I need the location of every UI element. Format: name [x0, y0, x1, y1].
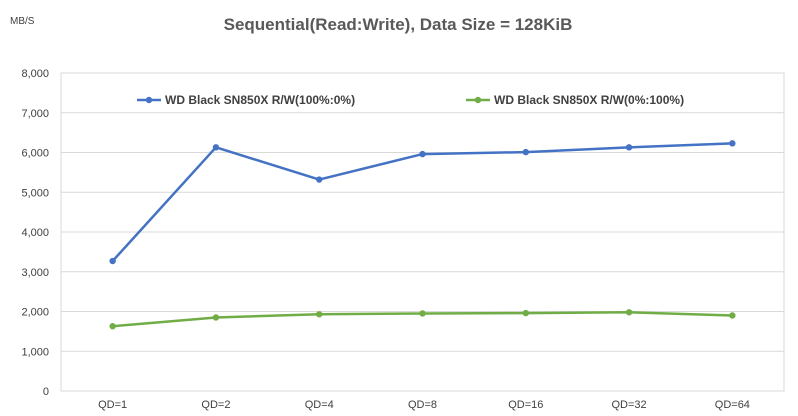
- y-tick-label: 7,000: [21, 108, 49, 120]
- legend-label: WD Black SN850X R/W(0%:100%): [494, 93, 684, 107]
- legend-marker: [145, 96, 153, 104]
- x-tick-label: QD=2: [201, 399, 230, 411]
- y-tick-label: 6,000: [21, 148, 49, 160]
- gridlines: [61, 72, 784, 352]
- data-point: [729, 140, 736, 147]
- data-point: [316, 311, 323, 318]
- y-tick-label: 8,000: [21, 68, 49, 80]
- x-tick-label: QD=64: [715, 399, 750, 411]
- data-point: [729, 312, 736, 319]
- x-tick-label: QD=8: [408, 399, 437, 411]
- data-point: [419, 150, 426, 158]
- y-tick-label: 1,000: [21, 346, 49, 358]
- data-point: [212, 314, 220, 321]
- data-point: [625, 144, 633, 151]
- y-tick-label: 3,000: [21, 267, 49, 279]
- series-layer: [109, 140, 736, 330]
- chart-title: Sequential(Read:Write), Data Size = 128K…: [224, 15, 573, 34]
- data-point: [522, 148, 529, 156]
- y-tick-label: 0: [43, 386, 49, 398]
- x-tick-label: QD=4: [305, 399, 334, 411]
- legend: WD Black SN850X R/W(100%:0%) WD Black SN8…: [137, 93, 684, 107]
- data-point: [316, 176, 323, 183]
- series-line: [111, 142, 733, 262]
- y-tick-label: 4,000: [21, 227, 49, 239]
- x-tick-label: QD=16: [508, 399, 543, 411]
- data-point: [522, 309, 529, 317]
- x-axis-ticks: QD=1 QD=2 QD=4 QD=8 QD=16 QD=32 QD=64: [98, 399, 750, 411]
- series-1: [109, 140, 736, 265]
- y-tick-label: 5,000: [21, 187, 49, 199]
- legend-label: WD Black SN850X R/W(100%:0%): [165, 93, 355, 107]
- x-tick-label: QD=1: [98, 399, 127, 411]
- x-tick-label: QD=32: [611, 399, 646, 411]
- data-point: [109, 323, 116, 330]
- data-point: [625, 309, 633, 316]
- series-2: [109, 309, 736, 330]
- legend-marker: [474, 96, 482, 104]
- y-tick-label: 2,000: [21, 307, 49, 319]
- data-point: [212, 144, 220, 151]
- legend-item: WD Black SN850X R/W(0%:100%): [466, 93, 684, 107]
- data-point: [419, 310, 426, 317]
- y-axis-unit-label: MB/S: [10, 16, 35, 27]
- y-axis-ticks: 0 1,000 2,000 3,000 4,000 5,000 6,000 7,000 8,00…: [21, 68, 49, 398]
- data-point: [109, 257, 116, 265]
- legend-item: WD Black SN850X R/W(100%:0%): [137, 93, 355, 107]
